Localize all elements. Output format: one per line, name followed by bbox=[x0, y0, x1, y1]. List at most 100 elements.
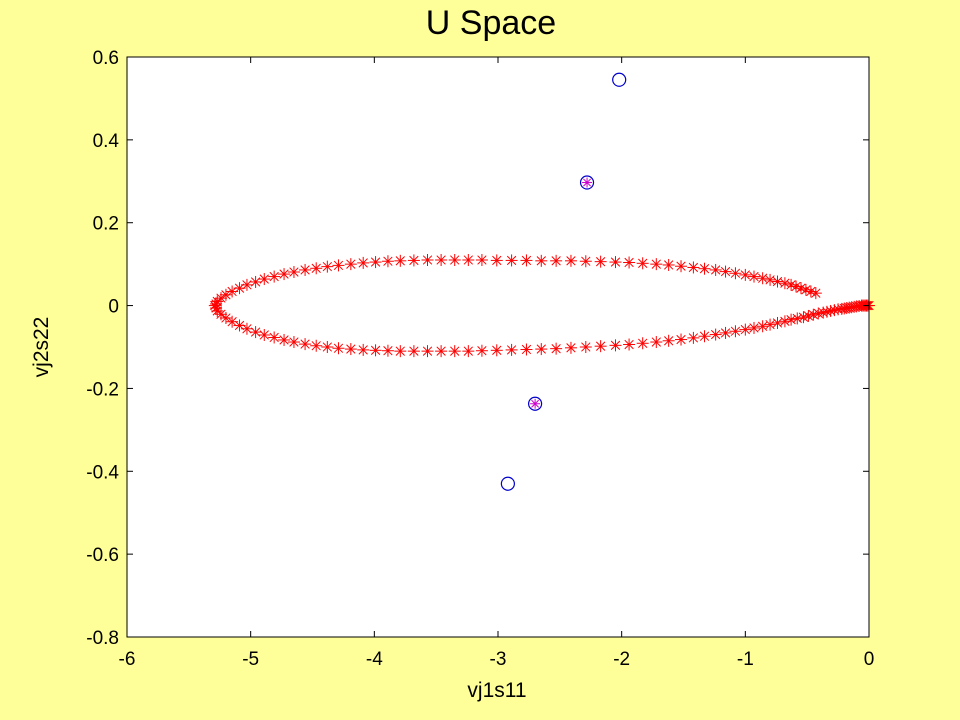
trajectory-point bbox=[579, 255, 592, 268]
trajectory-point bbox=[623, 256, 636, 269]
trajectory-point bbox=[756, 320, 769, 333]
trajectory-point bbox=[535, 343, 548, 356]
y-axis-label: vj2s22 bbox=[30, 317, 53, 378]
trajectory-point bbox=[490, 254, 503, 267]
trajectory-point bbox=[310, 262, 323, 275]
trajectory-point bbox=[675, 333, 688, 346]
trajectory-point bbox=[394, 345, 407, 358]
trajectory-point bbox=[809, 287, 822, 300]
trajectory-point bbox=[249, 326, 262, 339]
trajectory-point bbox=[778, 277, 791, 290]
trajectory-point bbox=[771, 316, 784, 329]
y-tick-label: 0.6 bbox=[93, 48, 119, 69]
trajectory-point bbox=[790, 280, 803, 293]
trajectory-point bbox=[550, 254, 563, 267]
trajectory-point bbox=[520, 254, 533, 267]
trajectory-point bbox=[369, 344, 382, 357]
x-axis: -6 -5 -4 -3 -2 -1 0 bbox=[119, 57, 875, 670]
trajectory-point bbox=[240, 322, 253, 335]
trajectory-point bbox=[729, 267, 742, 280]
trajectory-point bbox=[475, 254, 488, 266]
trajectory-point bbox=[719, 326, 732, 339]
trajectory-point bbox=[369, 256, 382, 269]
trajectory-point bbox=[332, 342, 345, 355]
trajectory-point bbox=[719, 265, 732, 278]
trajectory-point bbox=[799, 283, 812, 296]
chart-title: U Space bbox=[426, 4, 556, 42]
trajectory-point bbox=[287, 266, 300, 279]
trajectory-point bbox=[662, 258, 675, 271]
trajectory-point bbox=[564, 341, 577, 354]
trajectory-point bbox=[381, 344, 394, 357]
plot-area bbox=[127, 57, 869, 637]
trajectory-point bbox=[505, 254, 518, 267]
trajectory-point bbox=[764, 273, 777, 286]
trajectory-point bbox=[747, 270, 760, 283]
y-tick-label: 0 bbox=[108, 297, 119, 318]
trajectory-point bbox=[421, 345, 434, 358]
trajectory-point bbox=[535, 254, 548, 267]
circle-point bbox=[500, 476, 515, 491]
trajectory-point bbox=[794, 282, 807, 295]
trajectory-point bbox=[698, 262, 711, 275]
x-axis-label: vj1s11 bbox=[467, 679, 526, 702]
trajectory-point bbox=[687, 331, 700, 344]
trajectory-point bbox=[226, 285, 239, 298]
trajectory-point bbox=[550, 342, 563, 355]
trajectory-point bbox=[804, 285, 817, 298]
x-tick-label: -3 bbox=[490, 649, 507, 670]
trajectory-point bbox=[756, 272, 769, 285]
trajectory-point bbox=[623, 338, 636, 351]
trajectory-point bbox=[662, 334, 675, 347]
trajectory-point bbox=[771, 275, 784, 288]
trajectory-point bbox=[394, 254, 407, 267]
trajectory-point bbox=[698, 330, 711, 343]
trajectory-point bbox=[407, 254, 420, 267]
trajectory-point bbox=[475, 344, 488, 357]
trajectory-point bbox=[435, 254, 448, 266]
trajectory-point bbox=[709, 328, 722, 341]
trajectory-point bbox=[407, 345, 420, 358]
trajectory-point bbox=[609, 256, 622, 269]
trajectory-point bbox=[344, 343, 357, 356]
trajectory-point bbox=[219, 312, 232, 324]
y-tick-label: 0.2 bbox=[93, 214, 119, 235]
trajectory-point bbox=[675, 260, 688, 273]
trajectory-point bbox=[650, 336, 663, 349]
trajectory-point bbox=[791, 312, 804, 325]
trajectory-point bbox=[594, 340, 607, 353]
trajectory-point bbox=[739, 323, 752, 336]
trajectory-point bbox=[448, 254, 461, 266]
trajectory-point bbox=[609, 339, 622, 352]
trajectory-point bbox=[594, 255, 607, 268]
trajectory-point bbox=[636, 257, 649, 270]
trajectory-point bbox=[687, 261, 700, 274]
trajectory-point bbox=[747, 321, 760, 334]
trajectory-point bbox=[287, 336, 300, 349]
trajectory-point bbox=[490, 344, 503, 357]
trajectory-point bbox=[332, 259, 345, 272]
x-tick-label: -1 bbox=[737, 649, 754, 670]
highlight-circle bbox=[579, 175, 595, 190]
trajectory-point bbox=[258, 328, 271, 341]
trajectory-point bbox=[579, 341, 592, 353]
trajectory-point bbox=[739, 268, 752, 281]
trajectory-point bbox=[462, 345, 475, 358]
trajectory-point bbox=[299, 338, 312, 351]
highlight-star bbox=[582, 177, 593, 188]
trajectory-point bbox=[321, 341, 334, 353]
x-tick-label: -6 bbox=[119, 649, 136, 670]
trajectory-point bbox=[278, 268, 291, 281]
trajectory-point bbox=[268, 270, 281, 283]
trajectory-point bbox=[778, 315, 791, 328]
x-tick-label: -4 bbox=[366, 649, 383, 670]
x-tick-label: 0 bbox=[864, 649, 875, 670]
trajectory-point bbox=[564, 254, 577, 267]
trajectory-point bbox=[764, 318, 777, 331]
trajectory-point bbox=[357, 343, 370, 356]
y-tick-label: -0.8 bbox=[86, 628, 119, 649]
x-tick-label: -2 bbox=[613, 649, 630, 670]
y-tick-label: -0.2 bbox=[86, 379, 119, 400]
trajectory-point bbox=[321, 260, 334, 273]
